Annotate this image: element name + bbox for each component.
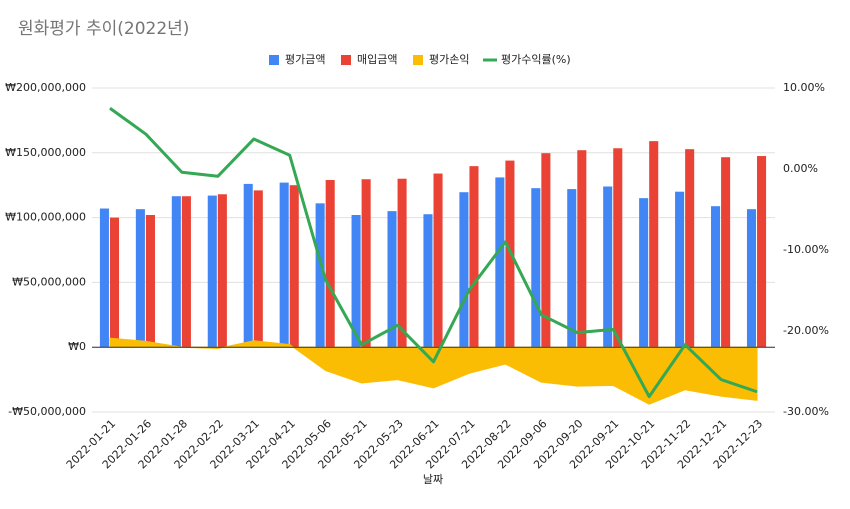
legend-label: 평가금액 xyxy=(285,53,325,66)
bar xyxy=(207,195,217,348)
legend-swatch xyxy=(341,55,351,65)
bar xyxy=(145,215,155,348)
bar xyxy=(459,192,469,348)
y2-tick-label: -30.00% xyxy=(783,405,829,418)
legend-label: 평가손익 xyxy=(429,53,469,66)
bar xyxy=(613,148,623,348)
bar xyxy=(721,157,731,348)
bar xyxy=(746,209,757,348)
bar xyxy=(433,173,443,348)
y2-tick-label: 10.00% xyxy=(783,81,825,94)
chart-title: 원화평가 추이(2022년) xyxy=(18,19,189,39)
y-tick-label: ₩200,000,000 xyxy=(5,81,86,94)
bar xyxy=(289,185,299,348)
bar xyxy=(325,180,335,348)
y2-tick-label: -20.00% xyxy=(783,324,829,337)
bar xyxy=(171,196,181,348)
y-tick-label: ₩100,000,000 xyxy=(5,211,86,224)
bar xyxy=(253,190,263,348)
bar xyxy=(685,149,695,348)
y2-tick-label: 0.00% xyxy=(783,162,818,175)
bar xyxy=(181,196,191,348)
bar xyxy=(387,211,397,348)
legend-swatch xyxy=(269,55,279,65)
bar xyxy=(109,217,120,348)
bar xyxy=(469,166,479,348)
line xyxy=(109,107,758,399)
y-tick-label: ₩150,000,000 xyxy=(5,146,86,159)
bar xyxy=(495,177,505,348)
y-tick-label: ₩50,000,000 xyxy=(12,275,86,288)
bar xyxy=(315,203,325,348)
bar xyxy=(243,183,253,348)
x-axis-title: 날짜 xyxy=(423,473,443,486)
legend-swatch xyxy=(413,55,423,65)
y-tick-label: ₩0 xyxy=(68,340,86,353)
bar xyxy=(361,179,371,348)
bar xyxy=(639,198,649,348)
bar xyxy=(711,206,721,348)
y2-tick-label: -10.00% xyxy=(783,243,829,256)
bar xyxy=(397,178,407,348)
legend-label: 매입금액 xyxy=(357,53,397,66)
bar xyxy=(757,156,767,348)
bar xyxy=(541,153,551,348)
legend-label: 평가수익률(%) xyxy=(501,53,571,66)
y-tick-label: -₩50,000,000 xyxy=(8,405,86,418)
bar xyxy=(649,141,659,348)
bar xyxy=(423,214,433,348)
bar xyxy=(279,182,289,348)
bar xyxy=(217,194,227,348)
bar xyxy=(567,189,577,348)
bar xyxy=(351,215,361,348)
area xyxy=(109,337,758,405)
bar xyxy=(135,209,145,348)
bar xyxy=(603,186,613,348)
bar xyxy=(99,208,109,348)
bar xyxy=(577,150,587,348)
bar xyxy=(531,188,541,348)
bar xyxy=(675,191,685,348)
